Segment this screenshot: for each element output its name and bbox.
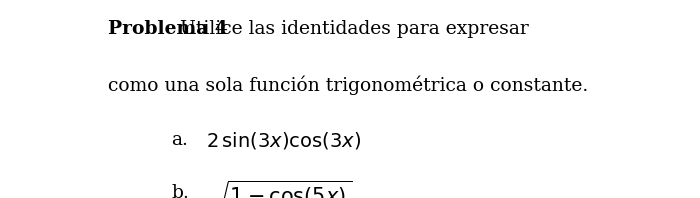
Text: $\sqrt{\dfrac{1-\cos(5x)}{2}}$: $\sqrt{\dfrac{1-\cos(5x)}{2}}$ <box>206 178 354 198</box>
Text: b.: b. <box>172 184 190 198</box>
Text: $2\,\sin(3x)\cos(3x)$: $2\,\sin(3x)\cos(3x)$ <box>206 130 361 151</box>
Text: Problema 4: Problema 4 <box>108 20 228 38</box>
Text: como una sola función trigonométrica o constante.: como una sola función trigonométrica o c… <box>108 75 589 95</box>
Text: Utilice las identidades para expresar: Utilice las identidades para expresar <box>108 20 529 38</box>
Text: a.: a. <box>172 131 188 149</box>
